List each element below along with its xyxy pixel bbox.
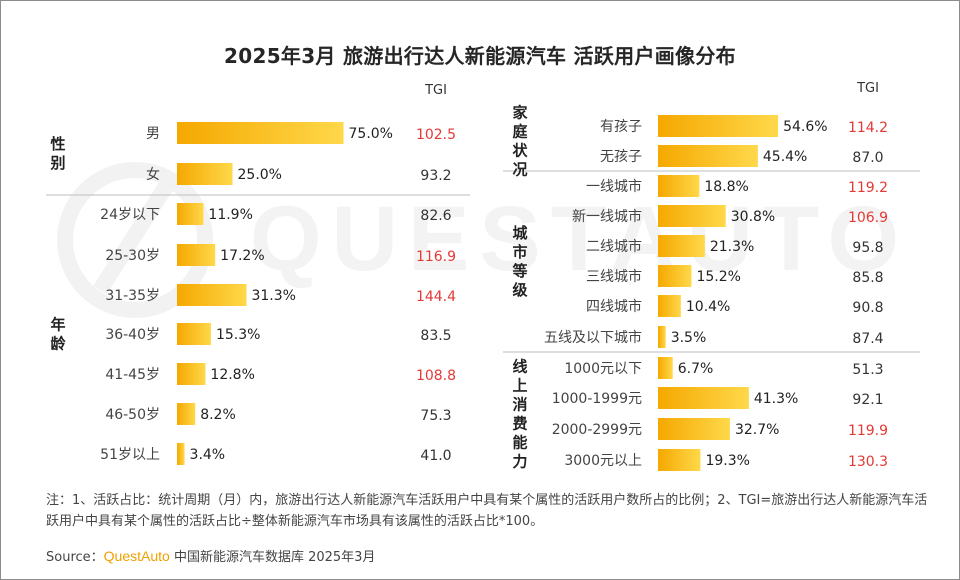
tgi-value: 51.3 [852, 362, 883, 378]
tgi-value: 119.2 [848, 180, 888, 196]
data-label: 32.7% [735, 422, 779, 438]
data-label: 25.0% [238, 167, 282, 183]
category-label: 四线城市 [586, 298, 642, 315]
tgi-value: 119.9 [848, 423, 888, 439]
bar [177, 363, 206, 385]
category-label: 新一线城市 [572, 208, 642, 225]
bar [658, 326, 666, 348]
tgi-value: 130.3 [848, 454, 888, 470]
tgi-value: 93.2 [420, 168, 451, 184]
group-label: 线上消费能力 [512, 358, 527, 471]
bar [658, 418, 730, 440]
group-label: 城市等级 [512, 224, 528, 299]
tgi-value: 83.5 [420, 328, 451, 344]
bar [177, 203, 204, 225]
data-label: 75.0% [349, 126, 393, 142]
data-label: 11.9% [208, 207, 252, 223]
category-label: 2000-2999元 [552, 422, 642, 438]
category-label: 41-45岁 [105, 367, 160, 383]
category-label: 无孩子 [600, 149, 642, 165]
data-label: 8.2% [200, 407, 236, 423]
tgi-value: 85.8 [852, 270, 883, 286]
category-label: 24岁以下 [100, 207, 160, 223]
group-label: 性别 [49, 135, 65, 172]
bar [658, 145, 758, 167]
data-label: 19.3% [705, 453, 749, 469]
tgi-value: 114.2 [848, 120, 888, 136]
data-label: 10.4% [686, 299, 730, 315]
bar [658, 357, 673, 379]
source-line: Source：QuestAuto 中国新能源汽车数据库 2025年3月 [46, 546, 375, 565]
category-label: 有孩子 [600, 119, 642, 135]
category-label: 三线城市 [586, 268, 642, 285]
bar [658, 115, 779, 137]
tgi-value: 90.8 [852, 300, 883, 316]
category-label: 五线及以下城市 [544, 329, 642, 346]
footnote: 注：1、活跃占比：统计周期（月）内，旅游出行达人新能源汽车活跃用户中具有某个属性… [46, 493, 928, 529]
bar [177, 284, 247, 306]
category-label: 一线城市 [586, 178, 642, 195]
bar [658, 205, 726, 227]
data-label: 31.3% [251, 288, 295, 304]
tgi-value: 87.4 [852, 331, 883, 347]
source-suffix: 中国新能源汽车数据库 2025年3月 [169, 550, 376, 565]
chart-title: 2025年3月 旅游出行达人新能源汽车 活跃用户画像分布 [224, 44, 736, 68]
tgi-value: 144.4 [416, 289, 456, 305]
tgi-value: 92.1 [852, 392, 883, 408]
tgi-value: 106.9 [848, 210, 888, 226]
data-label: 45.4% [763, 149, 807, 165]
category-label: 31-35岁 [105, 288, 160, 304]
bar [658, 387, 749, 409]
bar [658, 295, 681, 317]
data-label: 41.3% [754, 391, 798, 407]
source-brand: QuestAuto [103, 548, 170, 564]
tgi-value: 95.8 [852, 240, 883, 256]
data-label: 15.2% [696, 269, 740, 285]
bar [177, 403, 196, 425]
tgi-value: 87.0 [852, 150, 883, 166]
tgi-value: 41.0 [420, 448, 451, 464]
category-label: 二线城市 [586, 238, 642, 255]
tgi-header: TGI [424, 83, 447, 98]
data-label: 3.4% [190, 447, 226, 463]
category-label: 3000元以上 [564, 453, 642, 469]
bar [658, 449, 701, 471]
group-label: 年龄 [50, 316, 66, 353]
bar [658, 265, 692, 287]
category-label: 女 [146, 166, 160, 183]
chart-canvas: TGI 男 75.0% 102.5 女 25.0% 93.2 性别 24岁以下 11.9% 82.6… [46, 81, 920, 471]
category-label: 46-50岁 [105, 407, 160, 423]
bar [177, 443, 185, 465]
category-label: 36-40岁 [105, 327, 160, 343]
source-prefix: Source： [46, 550, 104, 565]
bar [658, 235, 705, 257]
data-label: 12.8% [210, 367, 254, 383]
bar [177, 323, 211, 345]
tgi-value: 116.9 [416, 249, 456, 265]
bar [177, 244, 216, 266]
category-label: 男 [146, 126, 160, 142]
bar [177, 163, 233, 185]
data-label: 21.3% [710, 239, 754, 255]
data-label: 30.8% [731, 209, 775, 225]
tgi-value: 108.8 [416, 368, 456, 384]
tgi-value: 102.5 [416, 127, 456, 143]
data-label: 6.7% [678, 361, 714, 377]
category-label: 1000-1999元 [552, 391, 642, 407]
data-label: 15.3% [216, 327, 260, 343]
data-label: 18.8% [704, 179, 748, 195]
tgi-value: 82.6 [420, 208, 451, 224]
tgi-value: 75.3 [420, 408, 451, 424]
data-label: 17.2% [220, 248, 264, 264]
bar [658, 175, 700, 197]
category-label: 51岁以上 [100, 447, 160, 463]
group-label: 家庭状况 [512, 104, 528, 179]
bar [177, 122, 344, 144]
category-label: 1000元以下 [564, 361, 642, 377]
data-label: 54.6% [783, 119, 827, 135]
category-label: 25-30岁 [105, 248, 160, 264]
data-label: 3.5% [671, 330, 707, 346]
tgi-header: TGI [856, 81, 879, 96]
